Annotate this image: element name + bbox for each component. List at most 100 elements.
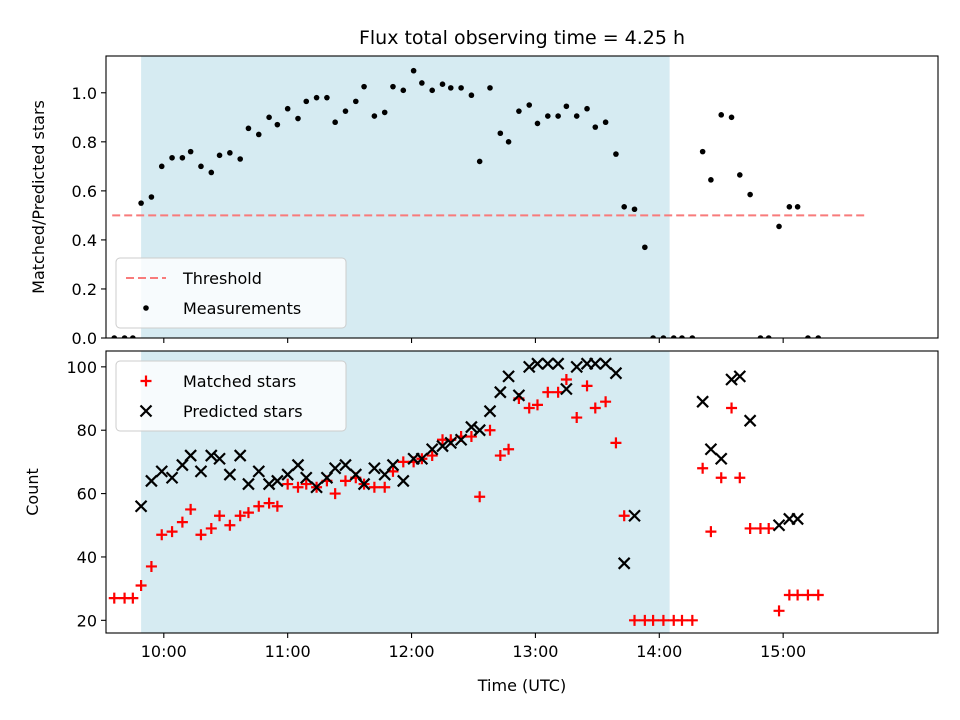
data-point	[368, 461, 381, 475]
chart-title: Flux total observing time = 4.25 h	[359, 27, 685, 49]
data-point	[560, 382, 573, 396]
data-point	[473, 423, 486, 437]
x-tick-label: 11:00	[265, 642, 311, 661]
data-point	[704, 442, 718, 456]
data-point	[570, 360, 583, 374]
data-point	[474, 491, 486, 503]
data-point	[397, 456, 409, 468]
data-point	[291, 458, 305, 472]
legend-marker	[139, 404, 153, 418]
data-point	[705, 526, 717, 538]
data-point	[602, 119, 609, 126]
data-point	[468, 92, 475, 99]
data-point	[609, 366, 623, 380]
axes-frame	[105, 55, 939, 339]
series-predicted-stars	[134, 357, 804, 570]
data-point	[512, 389, 526, 402]
data-point	[812, 589, 824, 601]
data-point	[156, 529, 168, 541]
data-point	[145, 474, 158, 488]
data-point	[772, 518, 786, 532]
data-point	[526, 102, 533, 108]
data-point	[484, 424, 496, 436]
data-point	[734, 472, 746, 484]
data-point	[573, 113, 580, 119]
data-point	[502, 370, 515, 383]
data-point	[476, 158, 483, 165]
data-point	[494, 450, 506, 462]
data-point	[237, 156, 243, 162]
data-point	[689, 335, 696, 338]
data-point	[262, 477, 276, 491]
data-point	[592, 124, 599, 130]
data-point	[214, 510, 226, 522]
data-point	[765, 335, 772, 338]
data-point	[757, 335, 764, 338]
data-point	[618, 510, 630, 522]
data-point	[205, 522, 217, 534]
data-point	[353, 98, 359, 105]
data-point	[725, 373, 738, 386]
data-point	[127, 592, 139, 604]
data-point	[329, 488, 341, 500]
data-point	[281, 468, 294, 481]
data-point	[487, 85, 493, 91]
data-point	[390, 83, 396, 90]
data-point	[555, 113, 561, 119]
y-tick-label: 40	[77, 548, 97, 567]
data-point	[379, 481, 391, 493]
data-point	[773, 605, 785, 617]
data-point	[642, 244, 648, 251]
y-tick-label: 1.0	[72, 84, 97, 103]
y-tick-label: 100	[66, 358, 97, 377]
data-point	[541, 357, 555, 370]
data-point	[516, 108, 522, 114]
data-point	[165, 471, 179, 485]
data-point	[718, 112, 725, 118]
data-point	[494, 385, 507, 399]
data-point	[185, 503, 197, 515]
data-point	[166, 526, 178, 538]
data-point	[458, 85, 464, 91]
data-point	[216, 152, 223, 159]
data-point	[419, 80, 425, 86]
data-point	[425, 442, 439, 456]
legend-box	[115, 360, 347, 432]
data-point	[242, 477, 255, 491]
data-point	[253, 500, 265, 512]
legend-box	[115, 257, 347, 329]
data-point	[551, 357, 565, 370]
data-point	[255, 131, 262, 138]
data-point	[715, 472, 727, 484]
data-point	[708, 177, 714, 183]
data-point	[737, 172, 743, 178]
data-point	[121, 335, 128, 338]
data-point	[148, 194, 155, 200]
data-point	[274, 121, 281, 128]
data-point	[429, 87, 435, 94]
data-point	[282, 478, 294, 490]
x-tick-label: 10:00	[141, 642, 187, 661]
data-point	[328, 461, 342, 475]
data-point	[560, 374, 572, 386]
data-point	[386, 458, 400, 472]
data-point	[815, 335, 822, 338]
data-point	[295, 115, 301, 122]
data-point	[503, 443, 515, 455]
data-point	[744, 522, 756, 534]
data-point	[697, 462, 709, 474]
data-point	[339, 475, 351, 487]
data-point	[444, 436, 458, 450]
data-point	[410, 67, 417, 74]
data-point	[647, 614, 659, 626]
data-point	[545, 113, 551, 119]
series-measurements	[111, 67, 822, 338]
data-point	[145, 560, 157, 572]
data-point	[187, 148, 194, 155]
data-point	[505, 139, 512, 145]
data-point	[208, 169, 215, 176]
data-point	[571, 412, 583, 424]
data-point	[310, 480, 323, 494]
data-point	[670, 335, 677, 338]
